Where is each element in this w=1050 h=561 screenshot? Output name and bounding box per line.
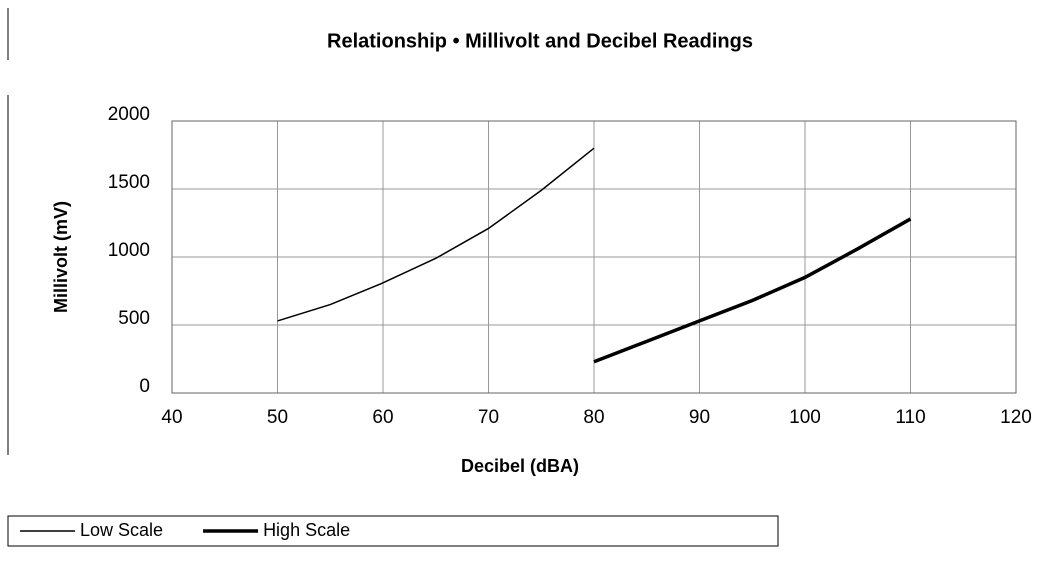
y-tick-label: 500: [118, 308, 150, 329]
legend-box: [7, 515, 779, 547]
x-tick-label: 100: [789, 407, 821, 428]
legend-label: High Scale: [263, 520, 350, 540]
x-tick-label: 110: [895, 407, 925, 428]
y-axis-label: Millivolt (mV): [51, 201, 71, 313]
y-tick-label: 0: [139, 376, 150, 397]
chart-title: Relationship • Millivolt and Decibel Rea…: [327, 30, 753, 52]
series-line: [593, 217, 912, 364]
x-tick-label: 120: [1000, 407, 1032, 428]
x-tick-label: 90: [689, 407, 710, 428]
x-tick-label: 40: [161, 407, 182, 428]
y-tick-label: 2000: [108, 104, 150, 125]
x-axis-label: Decibel (dBA): [461, 456, 579, 476]
legend-label: Low Scale: [80, 520, 163, 540]
x-tick-label: 60: [372, 407, 393, 428]
series-line: [277, 147, 595, 322]
x-tick-label: 70: [478, 407, 499, 428]
x-tick-label: 80: [583, 407, 604, 428]
plot-area: [171, 120, 1017, 394]
x-tick-label: 50: [267, 407, 288, 428]
y-tick-label: 1500: [108, 172, 150, 193]
y-tick-label: 1000: [108, 240, 150, 261]
